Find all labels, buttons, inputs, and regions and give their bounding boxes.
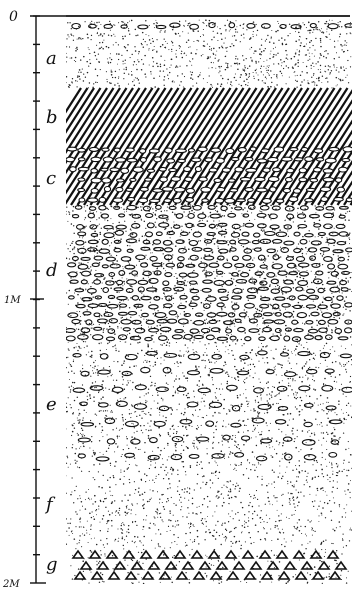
stratigraphic-column bbox=[66, 19, 352, 584]
layer-label-f: f bbox=[44, 494, 56, 515]
layer-label-e: e bbox=[46, 394, 57, 415]
scale-label-1m: 1M bbox=[4, 295, 21, 306]
scale-minor-ticks bbox=[33, 15, 40, 556]
layer-label-c: c bbox=[46, 168, 56, 189]
layer-label-d: d bbox=[46, 260, 58, 281]
hatch-texture bbox=[66, 87, 352, 206]
layer-label-g: g bbox=[46, 554, 58, 575]
layer-label-a: a bbox=[46, 48, 57, 69]
scale-label-2m: 2M bbox=[2, 579, 20, 589]
triangle-texture bbox=[71, 549, 348, 580]
layer-label-b: b bbox=[46, 107, 58, 128]
scale-label-0: 0 bbox=[9, 9, 18, 25]
depth-scale bbox=[30, 15, 66, 584]
pebble-texture bbox=[66, 22, 352, 462]
